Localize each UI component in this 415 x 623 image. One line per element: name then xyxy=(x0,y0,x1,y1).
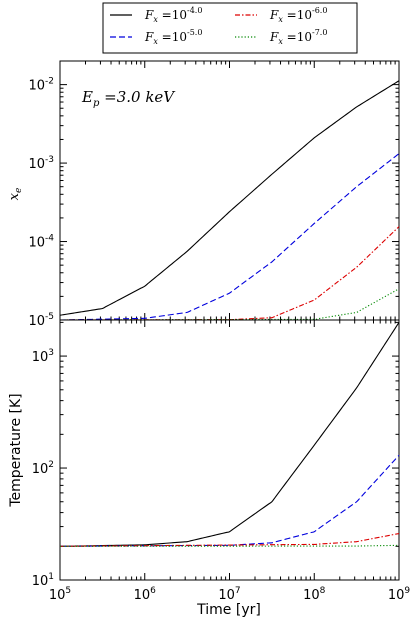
y-tick-label: 103 xyxy=(32,348,54,365)
legend-entry: Fx =10-5.0 xyxy=(110,28,202,46)
legend-box xyxy=(102,2,358,54)
legend-entry: Fx =10-7.0 xyxy=(235,28,327,46)
y-tick-label: 10-4 xyxy=(28,234,54,251)
y-tick-label: 102 xyxy=(32,460,54,477)
x-tick-label: 106 xyxy=(134,586,157,603)
series-line-3 xyxy=(59,532,400,547)
legend-label: Fx =10-6.0 xyxy=(269,6,327,24)
y-tick-label: 10-5 xyxy=(28,312,54,329)
top-panel: 10-5 10-4 10-3 10-2 Ep =3.0 keV xe xyxy=(7,60,400,329)
bottom-y-axis-label: Temperature [K] xyxy=(8,393,24,507)
legend: Fx =10-4.0 Fx =10-5.0 Fx =10-6.0 Fx =10-7.0 xyxy=(102,2,358,54)
y-tick-label: 10-2 xyxy=(28,77,54,94)
top-annotation: Ep =3.0 keV xyxy=(81,88,176,109)
series-line-3 xyxy=(59,226,400,321)
y-tick-label: 10-3 xyxy=(28,155,54,172)
series-line-1 xyxy=(59,80,400,316)
series-line-4 xyxy=(59,288,400,321)
legend-label: Fx =10-4.0 xyxy=(144,6,202,24)
x-tick-label: 108 xyxy=(303,586,326,603)
x-tick-label: 109 xyxy=(388,586,411,603)
x-tick-label: 105 xyxy=(49,586,71,603)
x-axis-label: Time [yr] xyxy=(196,602,261,618)
series-line-2 xyxy=(59,454,400,547)
series-line-1 xyxy=(59,322,400,547)
legend-entry: Fx =10-6.0 xyxy=(235,6,327,24)
series-line-2 xyxy=(59,153,400,321)
bottom-panel: 101 102 103 105 106 107 108 109 Temperature [K]… xyxy=(8,319,411,618)
legend-label: Fx =10-7.0 xyxy=(269,28,327,46)
top-y-axis-label: xe xyxy=(7,188,24,201)
x-tick-label: 107 xyxy=(218,586,240,603)
bottom-plot-frame xyxy=(59,319,400,581)
y-tick-label: 101 xyxy=(32,572,54,589)
legend-label: Fx =10-5.0 xyxy=(144,28,202,46)
legend-entry: Fx =10-4.0 xyxy=(110,6,202,24)
